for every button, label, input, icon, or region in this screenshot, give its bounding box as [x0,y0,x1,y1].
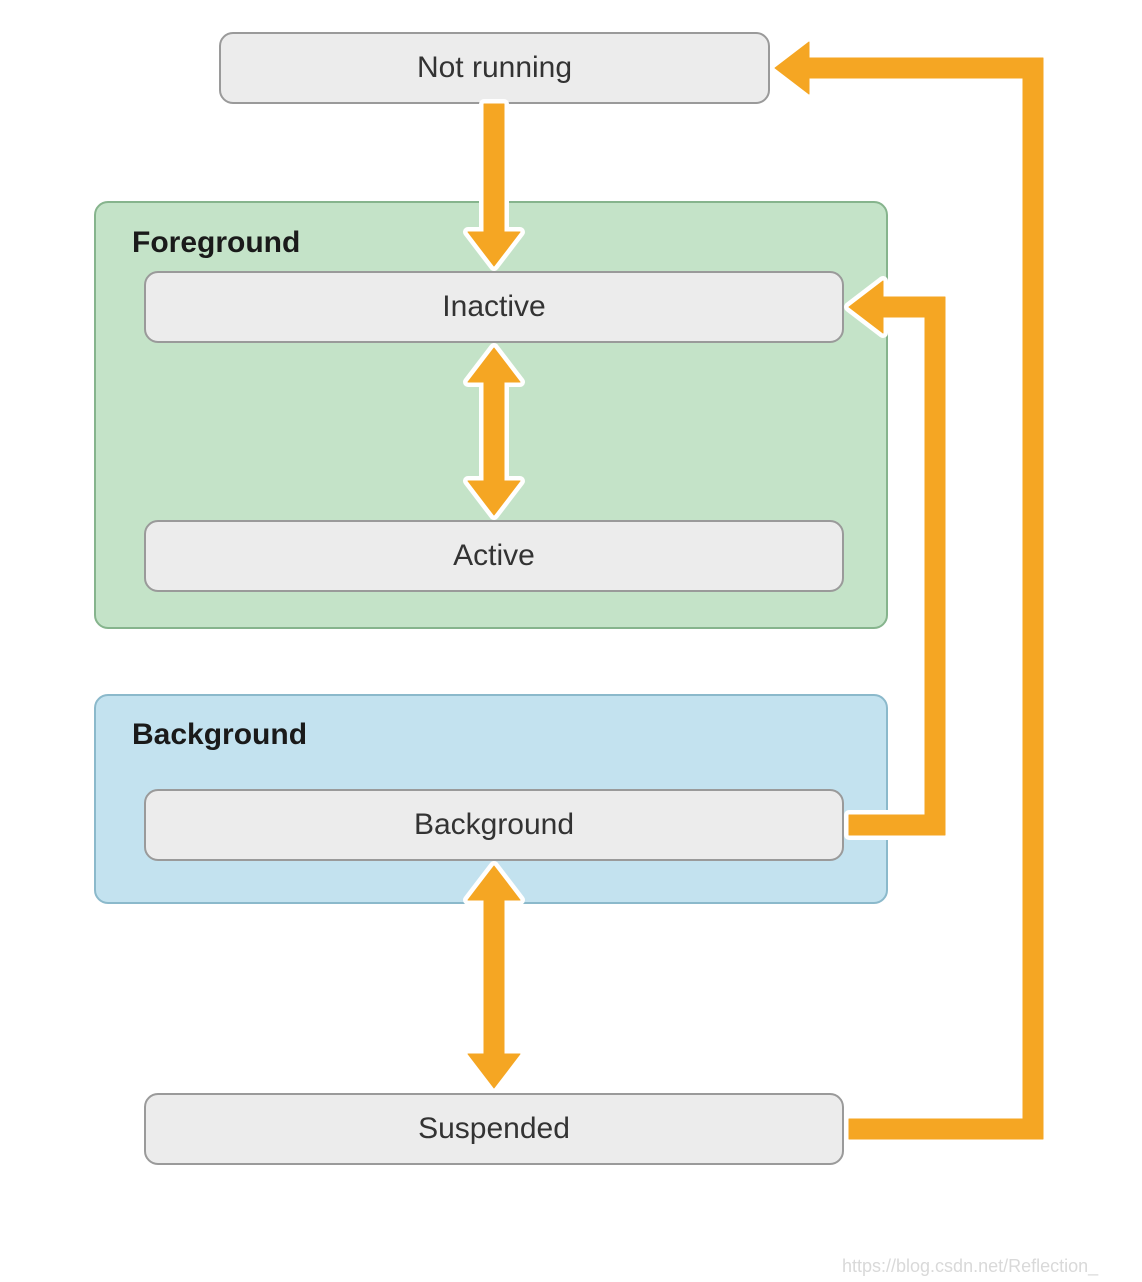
state-label: Active [453,539,535,573]
group-title-foreground: Foreground [132,226,300,260]
diagram-canvas: Foreground Background Not running Inacti… [0,0,1142,1282]
state-suspended: Suspended [144,1093,844,1165]
state-background: Background [144,789,844,861]
state-active: Active [144,520,844,592]
watermark-text: https://blog.csdn.net/Reflection_ [842,1256,1098,1277]
state-not-running: Not running [219,32,770,104]
state-label: Inactive [442,290,545,324]
state-inactive: Inactive [144,271,844,343]
state-label: Not running [417,51,572,85]
state-label: Suspended [418,1112,570,1146]
state-label: Background [414,808,574,842]
arrows-layer [0,0,1142,1282]
group-title-background: Background [132,718,307,752]
